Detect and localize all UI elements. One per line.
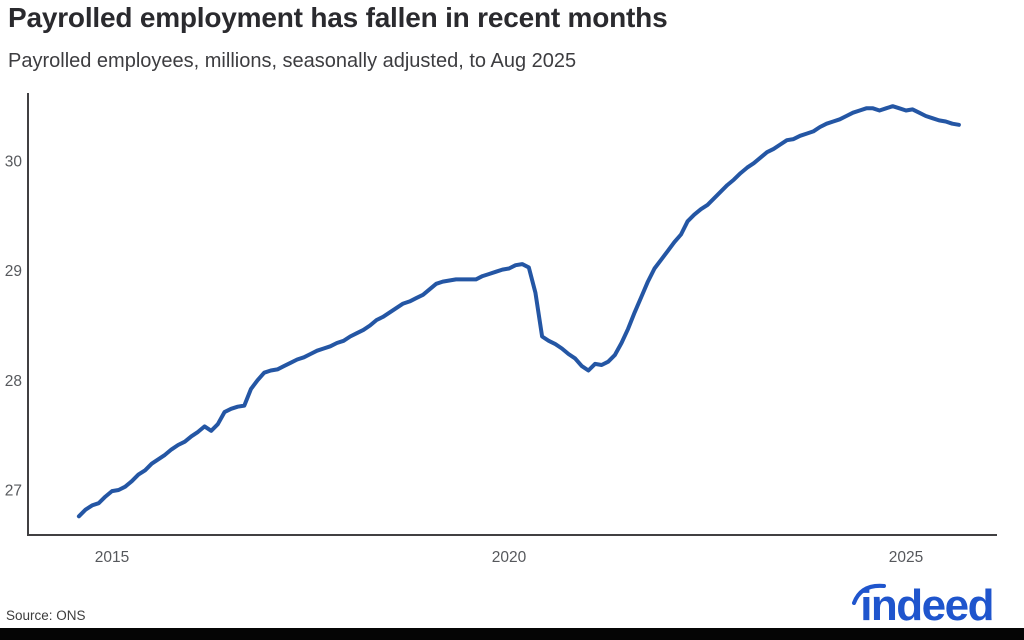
x-tick-label: 2025 — [889, 549, 923, 566]
data-line — [76, 104, 961, 519]
axes — [27, 93, 997, 536]
bottom-bar — [0, 628, 1024, 640]
chart-subtitle: Payrolled employees, millions, seasonall… — [8, 50, 577, 72]
y-tick-label: 30 — [5, 153, 23, 170]
line-chart: 27 28 29 30 2015 2020 2025 — [5, 93, 997, 566]
indeed-logo-arc-icon — [852, 583, 887, 605]
indeed-logo: indeed — [852, 581, 994, 630]
y-tick-label: 28 — [5, 373, 22, 390]
x-tick-label: 2020 — [492, 549, 527, 566]
x-tick-label: 2015 — [95, 549, 129, 566]
source-note: Source: ONS — [6, 608, 86, 623]
indeed-logo-text: indeed — [860, 581, 994, 630]
y-tick-label: 27 — [5, 483, 22, 500]
chart-title: Payrolled employment has fallen in recen… — [8, 2, 668, 33]
y-tick-label: 29 — [5, 263, 22, 280]
